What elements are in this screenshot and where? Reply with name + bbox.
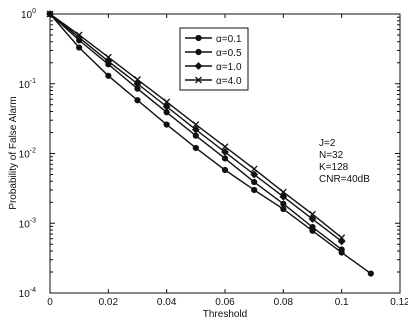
data-point <box>105 72 112 79</box>
x-tick-label: 0.12 <box>390 297 408 308</box>
data-point <box>280 205 287 213</box>
legend-marker <box>194 62 203 70</box>
legend-label: α=4.0 <box>216 76 242 87</box>
legend-item: α=0.5 <box>185 48 242 59</box>
data-point <box>192 132 199 139</box>
data-point <box>279 192 288 201</box>
data-point <box>367 270 374 277</box>
y-tick-label: 10-3 <box>19 217 36 230</box>
data-point <box>221 155 229 162</box>
series-2 <box>46 10 345 253</box>
data-point <box>338 246 345 253</box>
data-point <box>134 76 141 83</box>
data-point <box>75 31 83 39</box>
data-point <box>162 102 171 111</box>
legend-label: α=0.1 <box>216 34 242 45</box>
data-point <box>221 166 229 174</box>
data-point <box>279 188 287 196</box>
data-point <box>46 10 54 18</box>
data-point <box>134 97 141 104</box>
x-tick-label: 0 <box>47 297 53 308</box>
data-point <box>309 224 316 231</box>
annotation-k: K=128 <box>319 162 349 173</box>
data-point <box>250 170 259 179</box>
series-layer <box>46 10 374 277</box>
legend-item: α=1.0 <box>185 62 242 73</box>
legend-marker <box>195 76 202 84</box>
data-point <box>250 165 258 173</box>
y-axis-label: Probability of False Alarm <box>8 96 19 209</box>
y-tick-label: 100 <box>21 8 36 21</box>
annotation-n: N=32 <box>319 150 344 161</box>
data-point <box>76 44 83 51</box>
x-tick-label: 0.08 <box>274 297 294 308</box>
y-tick-label: 10-4 <box>19 287 36 300</box>
y-tick-label: 10-1 <box>19 78 36 91</box>
series-line <box>49 13 372 275</box>
legend-label: α=1.0 <box>216 62 242 73</box>
data-point <box>309 210 316 218</box>
legend-item: α=4.0 <box>185 76 242 87</box>
axis-ticks: 0 0.02 0.04 0.06 0.08 0.1 0.12 100 10-1 10-2 10-3 1… <box>19 8 408 308</box>
x-tick-label: 0.02 <box>99 297 119 308</box>
legend-marker <box>195 48 202 56</box>
data-point <box>221 143 229 151</box>
x-axis-label: Threshold <box>203 309 247 320</box>
x-tick-label: 0.04 <box>157 297 177 308</box>
x-tick-label: 0.06 <box>215 297 235 308</box>
annotation-cnr: CNR=40dB <box>319 174 370 185</box>
data-point <box>251 186 258 194</box>
data-point <box>280 200 287 207</box>
data-point <box>163 98 171 106</box>
parameter-annotations: J=2 N=32 K=128 CNR=40dB <box>319 138 370 185</box>
data-point <box>192 121 200 129</box>
data-point <box>133 79 142 88</box>
data-point <box>163 121 170 128</box>
data-point <box>251 178 258 186</box>
legend-marker <box>195 34 202 42</box>
data-point <box>192 144 199 152</box>
series-4 <box>46 10 346 242</box>
annotation-j: J=2 <box>319 138 336 149</box>
data-point <box>191 125 200 134</box>
data-point <box>308 215 317 223</box>
legend-item: α=0.1 <box>185 34 242 45</box>
y-tick-label: 10-2 <box>19 148 36 161</box>
data-point <box>104 53 112 61</box>
legend-label: α=0.5 <box>216 48 242 59</box>
legend: α=0.1 α=0.5 α=1.0 α=4.0 <box>179 27 249 91</box>
data-point <box>338 234 346 242</box>
data-point <box>221 148 229 156</box>
x-tick-label: 0.1 <box>335 297 349 308</box>
